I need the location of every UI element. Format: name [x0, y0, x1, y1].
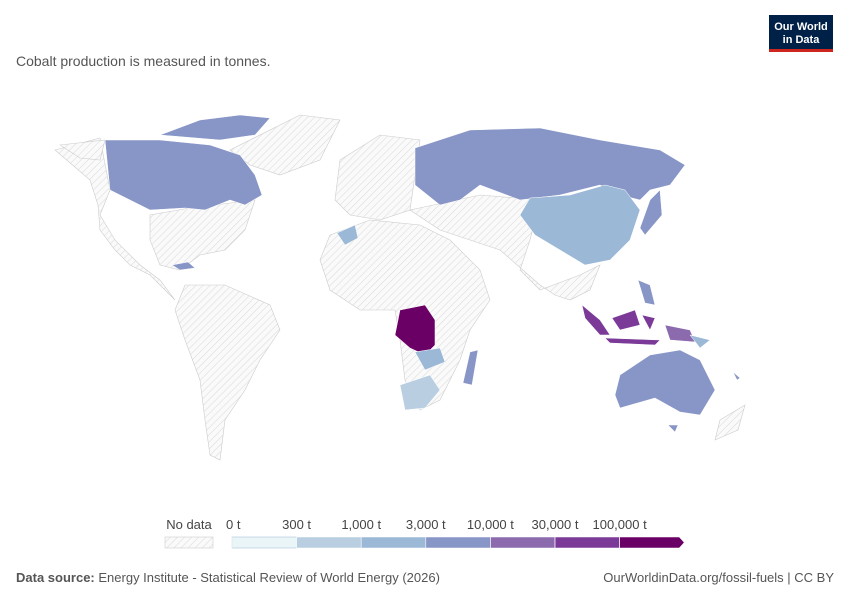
legend-tick-label: 10,000 t — [467, 517, 514, 532]
legend-bin — [360, 536, 427, 549]
legend-tick-label: 1,000 t — [341, 517, 381, 532]
world-map — [54, 114, 746, 461]
no-data-label: No data — [166, 517, 212, 532]
source-text: Energy Institute - Statistical Review of… — [98, 570, 440, 585]
legend-bin — [619, 536, 685, 549]
legend-tick-label: 3,000 t — [406, 517, 446, 532]
source-label: Data source: — [16, 570, 95, 585]
legend-tick-label: 0 t — [226, 517, 241, 532]
logo[interactable]: Our World in Data — [769, 15, 833, 52]
no-data-swatch — [164, 536, 214, 549]
subtitle: Cobalt production is measured in tonnes. — [16, 53, 270, 69]
legend-bin — [231, 536, 297, 549]
legend-tick-label: 300 t — [282, 517, 311, 532]
legend-bin — [490, 536, 556, 549]
logo-text: Our World — [774, 21, 828, 33]
legend: No data 0 t 300 t 1,000 t 3,000 t 10,000 t 30… — [164, 517, 685, 549]
legend-tick-label: 100,000 t — [592, 517, 647, 532]
source: Data source: Energy Institute - Statisti… — [16, 570, 440, 585]
legend-tick-label: 30,000 t — [532, 517, 579, 532]
logo-text: in Data — [783, 34, 821, 46]
url[interactable]: OurWorldinData.org/fossil-fuels | CC BY — [603, 570, 834, 585]
legend-bin — [296, 536, 362, 549]
legend-bin — [425, 536, 491, 549]
legend-bin — [554, 536, 620, 549]
